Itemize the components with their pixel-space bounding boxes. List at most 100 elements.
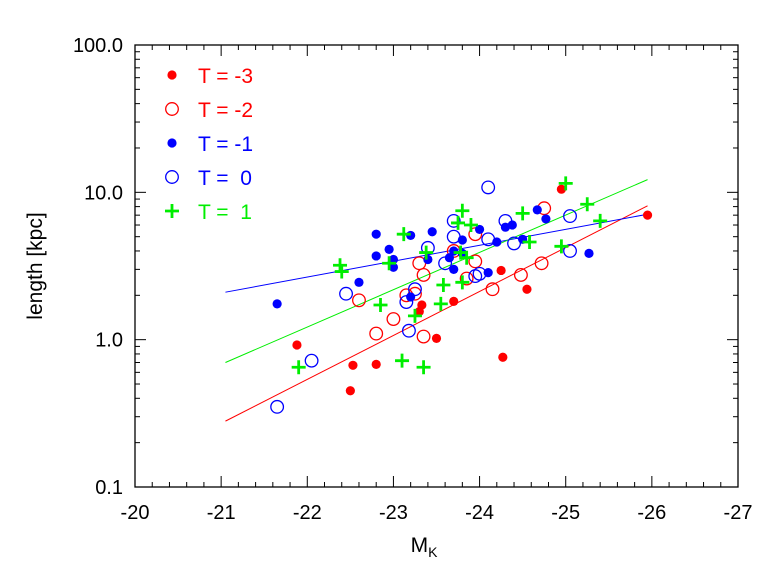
y-tick-label: 10.0 — [84, 182, 123, 204]
data-point — [292, 340, 302, 350]
data-point — [396, 227, 411, 242]
data-point — [436, 277, 451, 292]
data-point — [333, 258, 348, 273]
x-tick-label: -27 — [724, 502, 753, 524]
data-point — [339, 286, 354, 301]
x-tick-label: -20 — [121, 502, 150, 524]
data-point — [451, 215, 466, 230]
data-point — [291, 360, 306, 375]
data-point — [348, 360, 358, 370]
legend-label: T = -2 — [198, 99, 253, 122]
data-point — [459, 250, 474, 265]
data-point — [446, 213, 461, 228]
data-point — [522, 284, 532, 294]
data-point — [532, 205, 542, 215]
data-point — [272, 299, 282, 309]
legend-label: T = -1 — [198, 133, 253, 156]
data-point — [563, 209, 577, 224]
data-point — [472, 266, 487, 281]
data-point — [507, 220, 517, 230]
data-point — [556, 184, 567, 194]
data-point — [420, 240, 435, 255]
axis-ticks — [134, 45, 739, 488]
x-tick-label: -25 — [551, 502, 580, 524]
data-point — [513, 267, 528, 282]
legend-label: T = 1 — [198, 201, 252, 224]
data-point — [449, 264, 459, 274]
data-point — [371, 251, 381, 261]
legend: T = -3 T = -2 T = -1 T = 0 T = 1 — [165, 65, 253, 224]
data-point — [474, 224, 485, 235]
data-point — [345, 386, 355, 396]
data-point — [419, 245, 434, 260]
data-point — [481, 180, 496, 195]
data-point — [498, 352, 508, 362]
legend-entry-1: T = -2 — [165, 99, 253, 122]
data-point — [416, 267, 431, 282]
data-point — [386, 312, 401, 327]
data-point — [444, 253, 455, 263]
data-point — [642, 210, 653, 220]
y-tick-label: 0.1 — [95, 477, 123, 499]
data-point — [373, 297, 388, 312]
data-point — [270, 399, 285, 414]
data-point — [388, 254, 399, 265]
data-point — [554, 239, 569, 254]
data-point — [399, 295, 414, 310]
legend-label: T = -3 — [198, 65, 253, 88]
x-axis-title-sub: K — [428, 544, 438, 560]
series-3-points — [270, 180, 577, 414]
data-point — [352, 293, 366, 308]
legend-label: T = 0 — [198, 167, 252, 190]
data-points — [270, 176, 653, 414]
data-point — [388, 262, 399, 272]
data-point — [455, 275, 470, 290]
series-0-points — [292, 184, 653, 396]
data-point — [449, 296, 459, 306]
data-point — [354, 277, 364, 287]
fit-line-series-4 — [225, 179, 648, 363]
data-point — [427, 227, 437, 237]
data-point — [496, 265, 506, 276]
legend-entry-0: T = -3 — [167, 65, 253, 88]
series-2-points — [272, 205, 594, 309]
data-point — [334, 264, 349, 279]
legend-entry-4: T = 1 — [165, 201, 252, 224]
data-point — [515, 206, 530, 221]
x-axis-title: MK — [411, 534, 439, 560]
data-point — [304, 353, 319, 368]
y-tick-label: 1.0 — [95, 330, 123, 352]
data-point — [541, 214, 551, 224]
fit-lines — [225, 179, 648, 422]
fit-line-series-2 — [225, 213, 648, 293]
data-point — [438, 256, 453, 271]
data-point — [481, 232, 496, 247]
data-point — [580, 197, 595, 212]
data-point — [584, 248, 594, 259]
x-axis-title-main: M — [411, 534, 429, 557]
data-point — [507, 236, 521, 251]
legend-entry-3: T = 0 — [165, 167, 252, 190]
data-point — [563, 244, 577, 258]
plot-frame — [134, 44, 739, 488]
legend-marker — [167, 138, 177, 148]
y-tick-label: 100.0 — [73, 35, 123, 57]
data-point — [558, 176, 573, 191]
legend-marker — [165, 170, 179, 184]
data-point — [423, 254, 433, 265]
data-point — [384, 244, 394, 254]
data-point — [459, 271, 474, 286]
data-point — [369, 326, 384, 341]
data-point — [371, 359, 381, 369]
legend-marker — [165, 204, 179, 218]
data-point — [485, 282, 500, 297]
x-tick-label: -24 — [465, 502, 494, 524]
data-point — [371, 229, 381, 239]
x-tick-label: -22 — [293, 502, 322, 524]
data-point — [534, 256, 549, 271]
data-point — [446, 229, 461, 244]
data-point — [401, 323, 416, 338]
data-point — [498, 213, 513, 228]
x-tick-label: -26 — [637, 502, 666, 524]
data-point — [382, 256, 397, 271]
